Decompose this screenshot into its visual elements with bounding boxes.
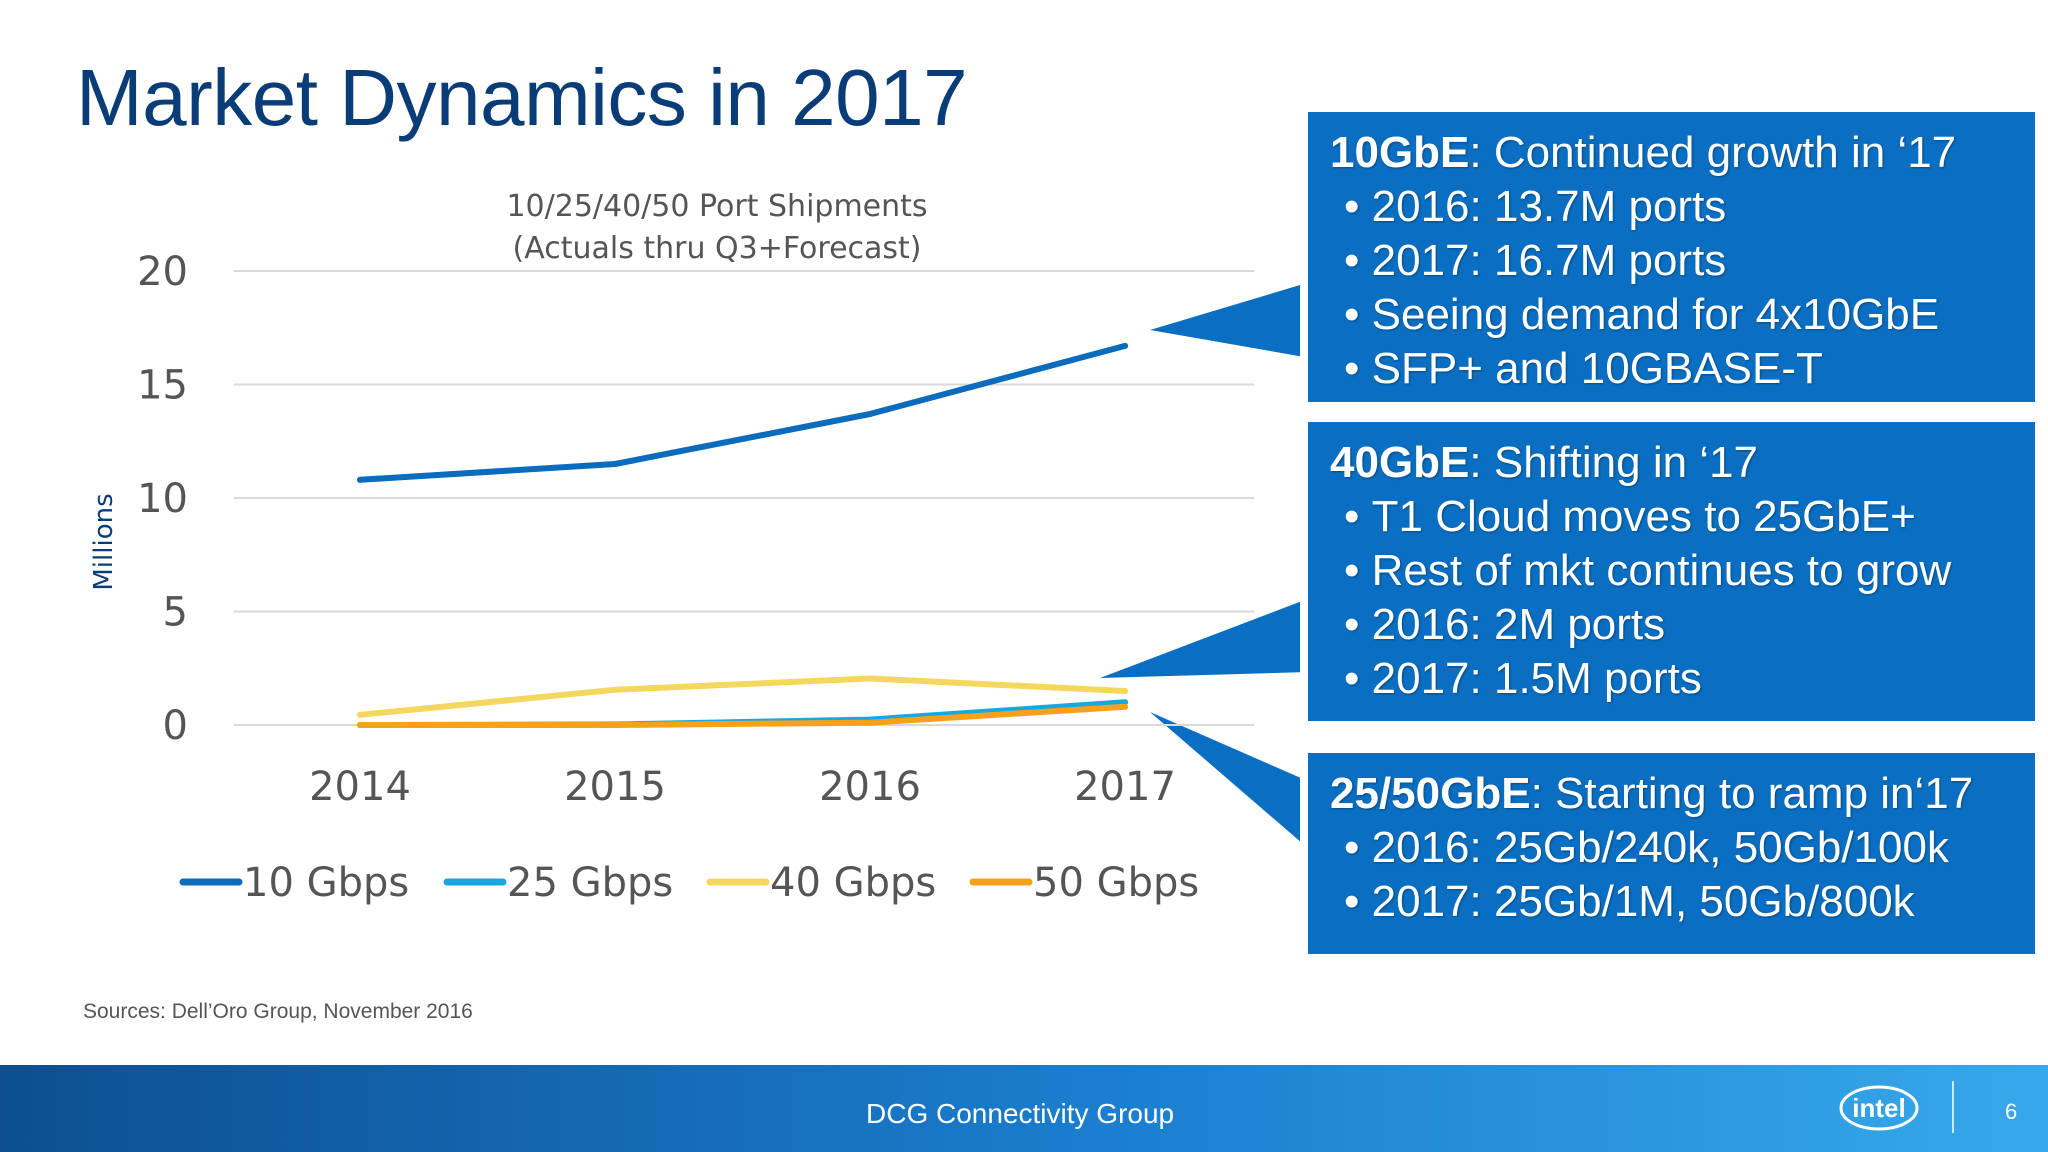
callout-bullet: 2017: 25Gb/1M, 50Gb/800k [1330, 875, 2013, 929]
chart-grid [234, 270, 1254, 726]
legend-label: 10 Gbps [243, 860, 409, 906]
data-point [867, 675, 873, 682]
y-tick-labels: 0 5 10 15 20 [137, 249, 188, 749]
callout-text: : Shifting in ‘17 [1469, 438, 1759, 487]
chart-series [357, 342, 1128, 728]
callout-bullet: SFP+ and 10GBASE-T [1330, 342, 2013, 396]
data-point [357, 722, 363, 728]
page-number: 6 [2005, 1099, 2018, 1124]
data-point [867, 719, 873, 726]
chart-title: 10/25/40/50 Port Shipments [506, 189, 927, 224]
footer-group-name: DCG Connectivity Group [866, 1098, 1175, 1129]
data-point [1122, 699, 1128, 706]
callout-bullet: Seeing demand for 4x10GbE [1330, 288, 2013, 342]
y-axis-label: Millions [89, 493, 119, 590]
callout-pointer-10gbe [1150, 285, 1300, 357]
callout-25-50gbe: 25/50GbE: Starting to ramp in‘17 2016: 2… [1308, 753, 2035, 954]
legend-label: 40 Gbps [770, 860, 936, 906]
y-tick-label: 5 [163, 590, 188, 636]
callout-bullet: Rest of mkt continues to grow [1330, 544, 2013, 598]
sources-note: Sources: Dell’Oro Group, November 2016 [83, 1000, 473, 1023]
legend-item: 40 Gbps [706, 860, 936, 906]
chart-legend: 10 Gbps 25 Gbps 40 Gbps 50 Gbps [179, 860, 1199, 906]
data-point [612, 460, 618, 467]
legend-label: 25 Gbps [507, 860, 673, 906]
port-shipments-chart: 10/25/40/50 Port Shipments (Actuals thru… [89, 189, 1300, 906]
data-point [612, 722, 618, 728]
footer-divider [1952, 1081, 1954, 1133]
chart-subtitle: (Actuals thru Q3+Forecast) [513, 231, 922, 266]
x-tick-labels: 2014 2015 2016 2017 [309, 764, 1176, 810]
callout-pointer-25-50gbe [1150, 712, 1300, 842]
callout-10gbe: 10GbE: Continued growth in ‘17 2016: 13.… [1308, 112, 2035, 402]
legend-item: 10 Gbps [179, 860, 409, 906]
data-point [867, 411, 873, 418]
data-point [357, 476, 363, 483]
x-tick-label: 2015 [564, 764, 666, 810]
series-line-10-gbps [357, 342, 1128, 483]
data-point [1122, 342, 1128, 349]
callout-bullet: 2017: 16.7M ports [1330, 234, 2013, 288]
x-tick-label: 2014 [309, 764, 411, 810]
callout-pointer-40gbe [1100, 601, 1300, 678]
intel-logo-text: intel [1852, 1093, 1905, 1123]
slide-title: Market Dynamics in 2017 [76, 53, 968, 142]
intel-logo-icon: intel [1839, 1085, 1919, 1131]
callout-40gbe: 40GbE: Shifting in ‘17 T1 Cloud moves to… [1308, 422, 2035, 721]
legend-item: 25 Gbps [443, 860, 673, 906]
series-line-50-gbps [357, 703, 1128, 728]
legend-label: 50 Gbps [1033, 860, 1199, 906]
callout-heading: 40GbE [1330, 438, 1470, 487]
data-point [1122, 703, 1128, 710]
x-tick-label: 2017 [1074, 764, 1176, 810]
data-point [1122, 687, 1128, 694]
callout-bullet: T1 Cloud moves to 25GbE+ [1330, 490, 2013, 544]
data-point [612, 686, 618, 693]
series-line-40-gbps [357, 675, 1128, 718]
footer-bar: DCG Connectivity Group intel 6 [0, 1065, 2048, 1152]
y-tick-label: 10 [137, 476, 188, 522]
callout-heading: 10GbE [1330, 128, 1470, 177]
callout-heading: 25/50GbE [1330, 769, 1531, 818]
data-point [357, 711, 363, 718]
callout-bullet: 2017: 1.5M ports [1330, 652, 2013, 706]
callout-bullet: 2016: 25Gb/240k, 50Gb/100k [1330, 821, 2013, 875]
x-tick-label: 2016 [819, 764, 921, 810]
callout-bullet: 2016: 13.7M ports [1330, 180, 2013, 234]
callout-bullet: 2016: 2M ports [1330, 598, 2013, 652]
y-tick-label: 20 [137, 249, 188, 295]
y-tick-label: 0 [163, 703, 188, 749]
legend-item: 50 Gbps [969, 860, 1199, 906]
y-tick-label: 15 [137, 363, 188, 409]
callout-text: : Continued growth in ‘17 [1469, 128, 1957, 177]
callout-text: : Starting to ramp in‘17 [1530, 769, 1974, 818]
